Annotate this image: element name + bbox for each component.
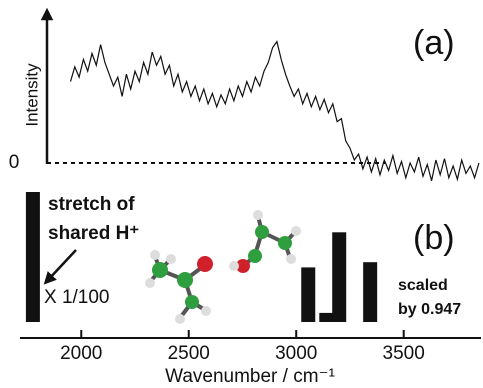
panel-label: (b) [413, 219, 455, 257]
panel-label: (a) [413, 24, 455, 62]
molecule [229, 210, 301, 273]
y-tick-label: 0 [9, 152, 20, 173]
annotation: scaled [398, 277, 448, 294]
x-tick-label: 3000 [275, 343, 317, 364]
stick [363, 262, 377, 322]
figure: Intensity (a) (b) stretch of shared H⁺ X… [0, 0, 483, 388]
stick [332, 232, 346, 322]
stick [301, 267, 315, 322]
annotation: stretch of [48, 194, 135, 215]
molecule [145, 250, 213, 324]
stick [26, 192, 40, 322]
annotation: shared H⁺ [48, 223, 139, 244]
x-tick-label: 3500 [383, 343, 425, 364]
annotation-arrow [48, 250, 76, 280]
spectrum [71, 42, 479, 181]
x-tick-label: 2000 [60, 343, 102, 364]
annotation: by 0.947 [398, 301, 461, 318]
x-tick-label: 2500 [168, 343, 210, 364]
y-axis-label: Intensity [22, 63, 41, 127]
x-axis-label: Wavenumber / cm⁻¹ [165, 366, 335, 387]
annotation: X 1/100 [44, 287, 110, 308]
stick [319, 313, 333, 322]
